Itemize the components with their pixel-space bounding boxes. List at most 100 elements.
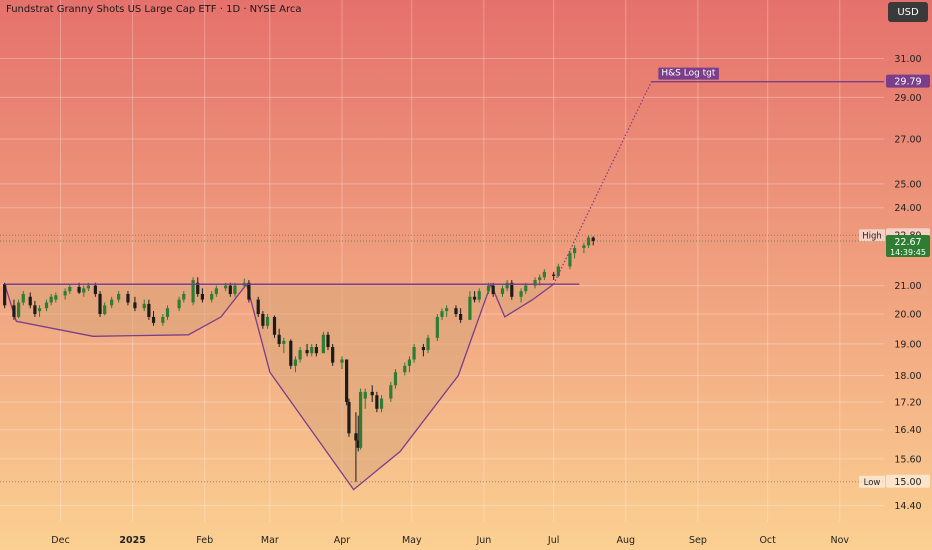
candle-body [247, 282, 251, 300]
candle-body [282, 340, 286, 344]
candle-body [233, 285, 237, 294]
candle-body [126, 293, 130, 303]
candle-body [44, 302, 49, 309]
low-label-bg [859, 475, 885, 488]
candle-body [393, 372, 398, 386]
candle-body [440, 311, 444, 317]
last-price-tag-bg [886, 234, 930, 257]
y-tick-label: 25.00 [894, 179, 921, 190]
candle-body [331, 347, 335, 363]
y-tick-label: 24.00 [894, 203, 921, 214]
candle-body [538, 277, 542, 281]
candle-body [12, 305, 16, 317]
pattern-outline [3, 282, 556, 491]
target-label-bg [658, 67, 719, 80]
candle-body [586, 237, 591, 246]
candle-body [117, 293, 121, 300]
candle-body [491, 285, 495, 294]
projection-line [553, 81, 652, 285]
candle-body [445, 308, 449, 312]
price-labels: H&S Log tgt29.79High22.89Low15.0022.6714… [658, 67, 930, 488]
x-tick-label: Jul [547, 535, 559, 546]
candle-body [477, 291, 481, 300]
candle-body [468, 296, 472, 320]
candle-body [347, 401, 351, 434]
candle-body [582, 245, 586, 248]
candle-body [314, 347, 318, 354]
candle-body [98, 293, 102, 315]
candle-body [356, 440, 360, 448]
candle-body [454, 308, 458, 315]
candle-body [86, 285, 90, 289]
candle-body [17, 302, 21, 317]
candle-body [28, 296, 32, 306]
x-tick-label: Apr [334, 535, 351, 546]
candle-body [542, 271, 546, 278]
candle-body [196, 282, 200, 294]
x-tick-label: Dec [51, 535, 69, 546]
candle-body [510, 282, 514, 297]
y-tick-label: 17.20 [894, 397, 921, 408]
last-price-time: 14:39:45 [890, 248, 926, 257]
candle-body [426, 337, 430, 351]
candle-body [519, 291, 523, 297]
candle-body [214, 288, 218, 294]
candle-body [210, 293, 214, 300]
y-tick-label: 21.00 [894, 281, 921, 292]
candle-body [82, 288, 86, 293]
candle-body [370, 391, 374, 396]
candle-body [293, 359, 298, 366]
candle-body [182, 293, 186, 300]
candle-body [68, 286, 72, 292]
x-tick-label: Aug [616, 535, 635, 546]
candle-body [459, 314, 463, 320]
candle-body [37, 308, 42, 312]
candle-body [133, 302, 137, 309]
candle-body [326, 334, 330, 348]
x-tick-label: 2025 [119, 535, 145, 546]
candle-body [486, 285, 491, 292]
candle-body [472, 296, 477, 300]
candle-body [256, 299, 260, 315]
candle-body [375, 395, 379, 409]
candle-body [310, 347, 314, 354]
candle-body [289, 340, 293, 366]
axes: 31.00 29.00 27.00 25.00 24.00 21.00 20.00 19.00… [51, 54, 921, 546]
candle-body [21, 293, 25, 303]
y-tick-label: 29.00 [894, 93, 921, 104]
x-tick-label: Jun [475, 535, 491, 546]
candle-body [165, 308, 170, 317]
y-tick-label: 27.00 [894, 135, 921, 146]
candle-body [403, 365, 407, 373]
candle-body [533, 280, 537, 286]
candle-body [228, 285, 232, 294]
candle-body [524, 285, 528, 292]
candle-body [591, 237, 595, 241]
x-tick-label: Feb [196, 535, 213, 546]
candle-body [161, 316, 165, 323]
high-label-bg [859, 229, 885, 242]
currency-button[interactable]: USD [888, 2, 928, 22]
candles [3, 235, 595, 482]
candle-body [147, 303, 151, 317]
candle-body [151, 316, 156, 323]
y-tick-label: 20.00 [894, 310, 921, 321]
candle-body [63, 291, 67, 296]
candle-body [389, 385, 393, 399]
candle-body [224, 285, 228, 289]
candle-body [103, 305, 107, 315]
candle-body [298, 350, 302, 360]
candle-body [305, 350, 309, 354]
candle-body [3, 284, 7, 306]
y-tick-label: 16.40 [894, 425, 921, 436]
y-tick-label: 15.60 [894, 454, 921, 465]
candle-body [552, 274, 556, 276]
candle-body [358, 391, 363, 448]
x-tick-label: Sep [689, 535, 707, 546]
annotation-lines [0, 81, 884, 483]
candle-body [33, 305, 37, 315]
candle-body [556, 266, 560, 276]
high-label: High [862, 231, 882, 241]
